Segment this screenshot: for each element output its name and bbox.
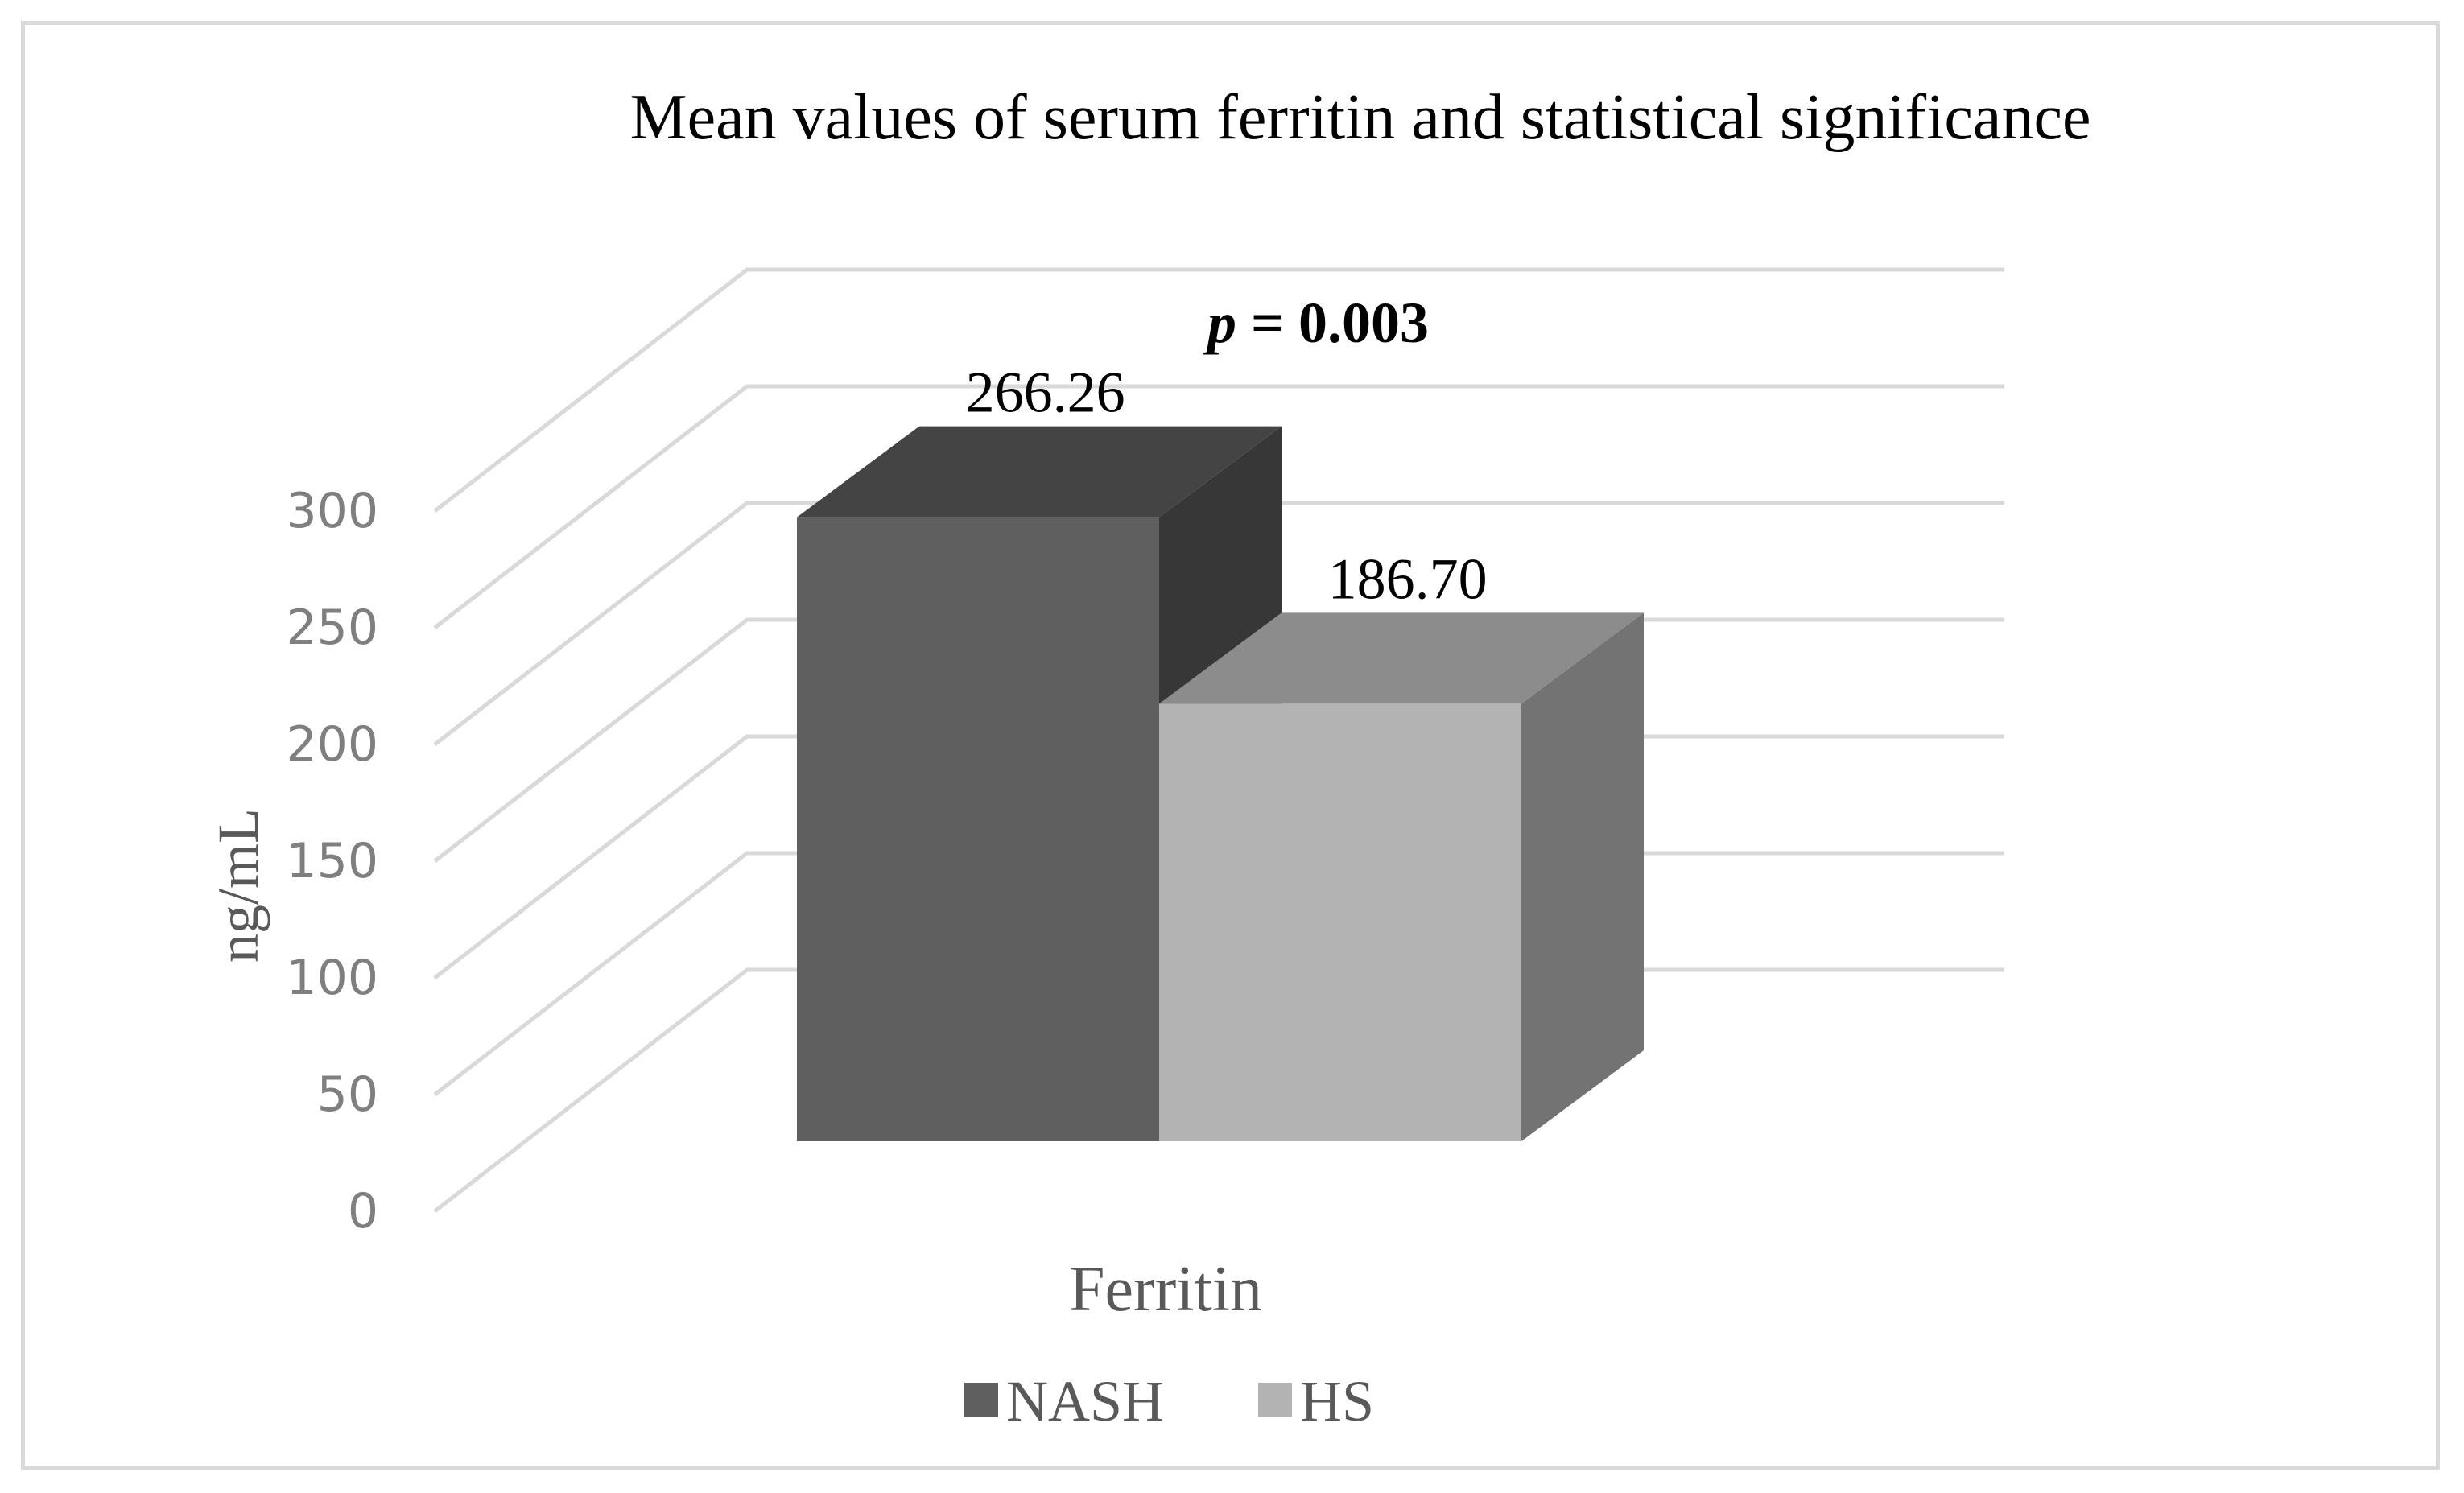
p-value-text: = 0.003 bbox=[1236, 291, 1429, 355]
bar-top-face bbox=[1159, 612, 1644, 704]
x-category-label: Ferritin bbox=[1069, 1254, 1262, 1325]
data-label-nash: 266.26 bbox=[966, 361, 1125, 425]
y-tick-label: 100 bbox=[286, 950, 378, 1006]
y-tick-label: 200 bbox=[286, 716, 378, 773]
p-value-annotation: p = 0.003 bbox=[1203, 291, 1429, 355]
y-tick-label: 250 bbox=[286, 600, 378, 656]
y-tick-label: 50 bbox=[317, 1066, 378, 1123]
y-axis-ticks: 0 50 100 150 200 250 300 bbox=[286, 483, 378, 1239]
legend-label-nash: NASH bbox=[1006, 1369, 1164, 1433]
y-tick-label: 0 bbox=[348, 1183, 378, 1239]
bar-front-face bbox=[797, 517, 1159, 1141]
p-symbol: p bbox=[1203, 291, 1236, 355]
y-tick-label: 300 bbox=[286, 483, 378, 539]
legend-swatch-hs bbox=[1258, 1383, 1292, 1417]
gridline bbox=[433, 384, 2004, 629]
data-label-hs: 186.70 bbox=[1328, 546, 1488, 611]
gridline bbox=[433, 267, 2004, 513]
legend-swatch-nash bbox=[964, 1383, 998, 1417]
bars: 266.26 186.70 bbox=[797, 361, 1644, 1141]
bar-front-face bbox=[1159, 703, 1521, 1141]
chart-title: Mean values of serum ferritin and statis… bbox=[630, 82, 2091, 153]
y-tick-label: 150 bbox=[286, 833, 378, 889]
bar-side-face bbox=[1521, 612, 1644, 1141]
y-axis-label: ng/mL bbox=[206, 808, 270, 963]
gridline bbox=[433, 501, 2004, 746]
legend-label-hs: HS bbox=[1300, 1369, 1374, 1433]
bar-top-face bbox=[797, 426, 1282, 518]
legend: NASH HS bbox=[964, 1369, 1374, 1433]
bar-hs bbox=[1159, 612, 1644, 1141]
